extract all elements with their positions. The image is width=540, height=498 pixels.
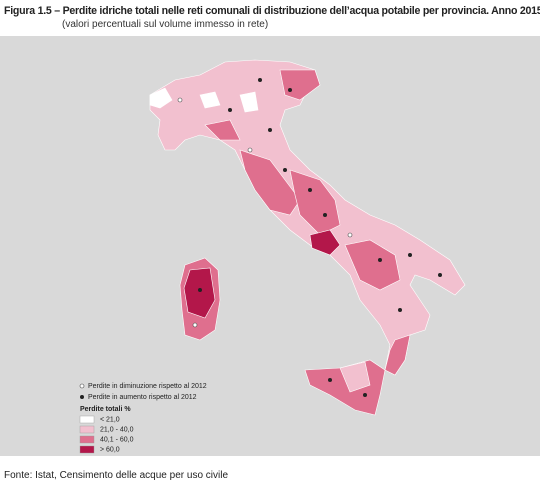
region <box>309 229 341 256</box>
legend: Perdite in diminuzione rispetto al 2012 … <box>79 383 207 454</box>
marker <box>378 258 382 262</box>
legend-swatch <box>79 445 95 454</box>
source: Fonte: Istat, Censimento delle acque per… <box>4 470 229 481</box>
legend-label: 40,1 - 60,0 <box>100 436 134 443</box>
marker <box>347 232 353 238</box>
marker <box>268 128 272 132</box>
legend-label: > 60,0 <box>100 446 120 453</box>
marker <box>177 97 183 103</box>
region <box>183 267 216 319</box>
legend-label: Perdite in diminuzione rispetto al 2012 <box>88 383 207 390</box>
marker <box>198 288 202 292</box>
map-svg: Perdite in diminuzione rispetto al 2012 … <box>79 59 466 454</box>
marker <box>308 188 312 192</box>
legend-title: Perdite totali % <box>80 406 131 413</box>
legend-swatch <box>79 415 95 424</box>
marker <box>363 393 367 397</box>
region <box>239 91 259 113</box>
marker <box>328 378 332 382</box>
marker <box>288 88 292 92</box>
legend-swatch <box>79 425 95 434</box>
map: Perdite in diminuzione rispetto al 2012 … <box>0 36 540 456</box>
region <box>384 334 411 376</box>
marker-group <box>177 78 442 397</box>
legend-label: Perdite in aumento rispetto al 2012 <box>88 394 197 401</box>
legend-marker <box>79 383 85 389</box>
marker <box>408 253 412 257</box>
region <box>339 361 371 393</box>
title: Figura 1.5 – Perdite idriche totali nell… <box>4 5 540 17</box>
marker <box>228 108 232 112</box>
legend-swatch <box>79 435 95 444</box>
region <box>149 87 173 109</box>
region <box>344 239 401 291</box>
region <box>279 69 321 101</box>
marker <box>398 308 402 312</box>
region <box>199 91 221 109</box>
marker <box>438 273 442 277</box>
legend-label: < 21,0 <box>100 416 120 423</box>
subtitle: (valori percentuali sul volume immesso i… <box>62 19 269 30</box>
marker <box>323 213 327 217</box>
region <box>239 149 301 216</box>
marker <box>258 78 262 82</box>
legend-classes: < 21,0 21,0 - 40,0 40,1 - 60,0 > 60,0 <box>79 415 134 454</box>
region <box>204 119 241 141</box>
legend-label: 21,0 - 40,0 <box>100 426 134 433</box>
marker <box>283 168 287 172</box>
legend-marker <box>80 395 84 399</box>
marker <box>247 147 253 153</box>
marker <box>192 322 198 328</box>
